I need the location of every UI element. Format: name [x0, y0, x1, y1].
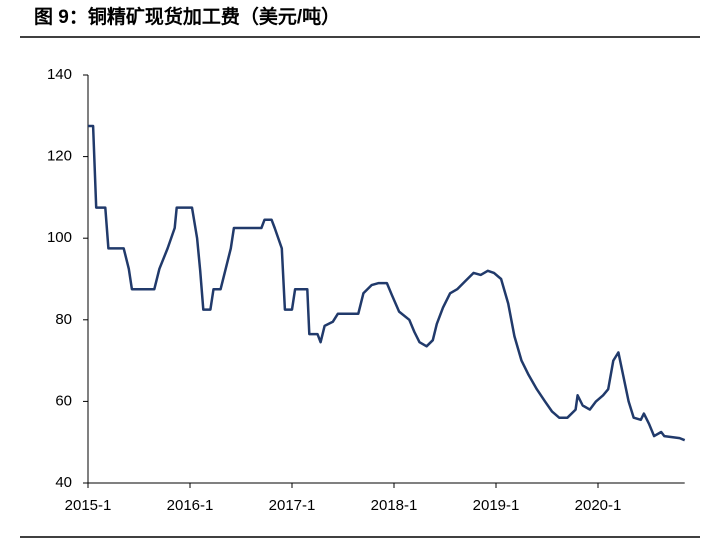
x-tick-label: 2016-1 — [167, 497, 214, 514]
x-tick-label: 2015-1 — [65, 497, 112, 514]
y-tick-label: 80 — [55, 311, 72, 328]
x-tick-label: 2020-1 — [575, 497, 622, 514]
x-tick-label: 2019-1 — [473, 497, 520, 514]
x-tick-label: 2018-1 — [371, 497, 418, 514]
series-line — [88, 124, 686, 442]
y-tick-label: 140 — [47, 66, 72, 83]
y-tick-label: 60 — [55, 392, 72, 409]
y-tick-label: 40 — [55, 474, 72, 491]
y-tick-label: 120 — [47, 148, 72, 165]
y-tick-label: 100 — [47, 229, 72, 246]
x-tick-label: 2017-1 — [269, 497, 316, 514]
chart-title: 图 9：铜精矿现货加工费（美元/吨） — [34, 5, 340, 28]
